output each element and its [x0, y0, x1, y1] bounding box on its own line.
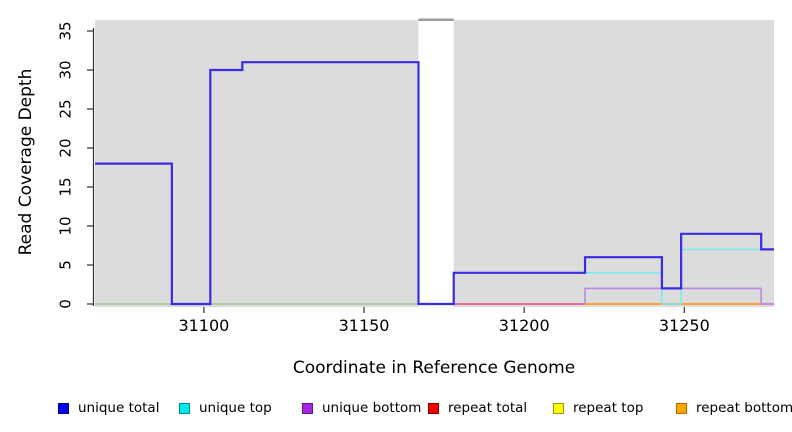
x-axis-ticks: 31100 31150 31200 31250 — [178, 307, 710, 335]
legend-item-unique-top: unique top — [179, 399, 272, 417]
legend-label: unique bottom — [322, 400, 422, 416]
legend-label: repeat total — [448, 400, 528, 416]
legend-swatch-unique-top — [179, 402, 190, 414]
y-tick-label: 35 — [57, 21, 75, 40]
legend-swatch-repeat-bottom — [676, 402, 687, 414]
legend-swatch-repeat-total — [428, 402, 439, 414]
y-tick-label: 0 — [57, 299, 75, 309]
legend: unique total unique top unique bottom repea… — [0, 399, 792, 419]
coverage-plot-svg: 31100 31150 31200 31250 0 5 10 15 20 25 30 35 Coor… — [16, 18, 774, 378]
y-axis-label: Read Coverage Depth — [16, 69, 36, 256]
legend-swatch-unique-bottom — [302, 402, 313, 414]
unique-total-line — [95, 61, 774, 306]
series-lines — [95, 61, 774, 306]
legend-label: repeat bottom — [696, 400, 792, 416]
legend-swatch-unique-total — [58, 402, 69, 414]
legend-item-unique-bottom: unique bottom — [302, 399, 421, 417]
masked-region — [418, 18, 454, 307]
legend-item-repeat-total: repeat total — [428, 399, 527, 417]
y-tick-label: 10 — [57, 216, 75, 235]
legend-label: unique total — [78, 400, 160, 416]
legend-label: repeat top — [573, 400, 644, 416]
masked-region-top-bar — [418, 18, 454, 21]
unique-bottom-line — [584, 287, 774, 305]
legend-item-repeat-top: repeat top — [553, 399, 643, 417]
legend-item-repeat-bottom: repeat bottom — [676, 399, 792, 417]
x-tick-label: 31100 — [178, 316, 229, 335]
y-tick-label: 30 — [57, 60, 75, 79]
x-tick-label: 31150 — [339, 316, 390, 335]
legend-item-unique-total: unique total — [58, 399, 159, 417]
y-axis-ticks: 0 5 10 15 20 25 30 35 — [57, 21, 94, 309]
legend-label: unique top — [199, 400, 272, 416]
coverage-chart: 31100 31150 31200 31250 0 5 10 15 20 25 30 35 Coor… — [16, 18, 774, 378]
y-tick-label: 15 — [57, 177, 75, 196]
x-axis-label: Coordinate in Reference Genome — [293, 358, 575, 378]
legend-swatch-repeat-top — [553, 402, 564, 414]
masked-region-rect — [418, 20, 454, 307]
y-tick-label: 20 — [57, 138, 75, 157]
x-tick-label: 31250 — [659, 316, 710, 335]
x-tick-label: 31200 — [499, 316, 550, 335]
y-tick-label: 25 — [57, 99, 75, 118]
y-tick-label: 5 — [57, 260, 75, 270]
